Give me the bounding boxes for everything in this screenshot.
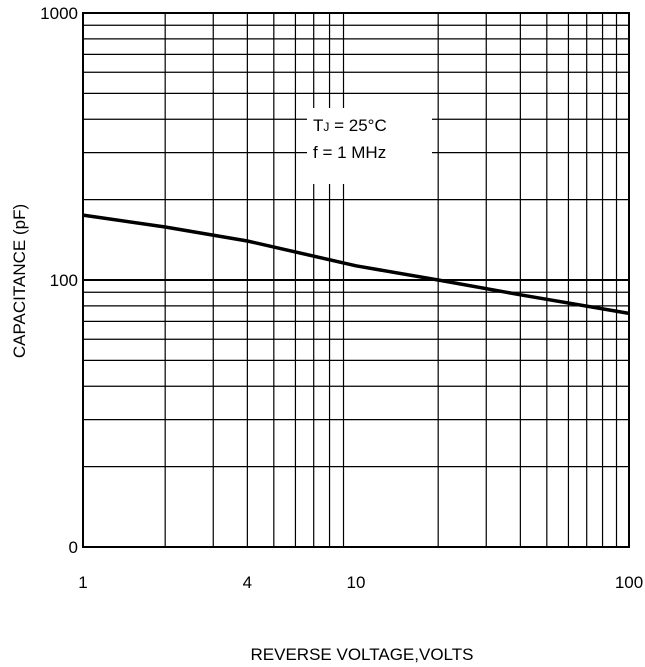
grid-lines xyxy=(83,13,629,547)
x-tick-label: 4 xyxy=(243,573,252,592)
series-layer xyxy=(82,213,630,316)
y-axis-title: CAPACITANCE (pF) xyxy=(10,204,29,358)
y-tick-label: 1000 xyxy=(40,4,78,23)
y-tick-label: 0 xyxy=(69,538,78,557)
x-tick-label: 100 xyxy=(615,573,643,592)
x-tick-label: 1 xyxy=(78,573,87,592)
annotation-box xyxy=(307,108,432,184)
plot-frame xyxy=(82,12,630,548)
capacitance-curve xyxy=(82,213,630,316)
y-tick-label: 100 xyxy=(50,271,78,290)
annotation-temperature: TJ = 25°C xyxy=(313,116,387,135)
x-axis-title: REVERSE VOLTAGE,VOLTS xyxy=(251,645,474,664)
annotation-frequency: f = 1 MHz xyxy=(313,143,386,162)
x-tick-label: 10 xyxy=(347,573,366,592)
